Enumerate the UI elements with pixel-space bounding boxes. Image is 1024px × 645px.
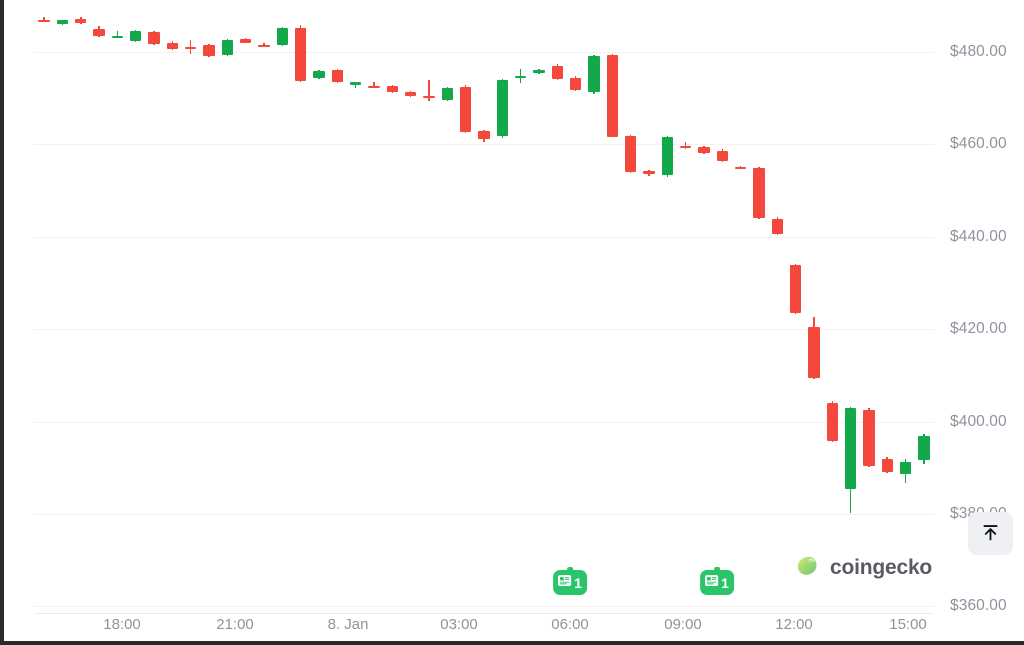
chart-plot-area[interactable] (4, 0, 1024, 645)
news-marker-pointer (713, 567, 720, 573)
gridline (34, 329, 934, 331)
news-article-icon (557, 573, 572, 593)
candle-body (350, 82, 362, 85)
x-axis-tick-label: 03:00 (440, 616, 478, 633)
x-axis-tick-label: 8. Jan (327, 616, 369, 633)
candle-body (423, 95, 435, 99)
x-axis-tick-label: 12:00 (775, 616, 813, 633)
candle-body (368, 86, 380, 89)
x-axis-tick-label: 21:00 (216, 616, 254, 633)
candle-body (698, 147, 710, 154)
candle-body (75, 18, 87, 24)
candle-body (111, 36, 124, 39)
gridline (34, 236, 934, 238)
gridline (34, 421, 934, 423)
gridline (34, 52, 934, 53)
x-axis-tick-label: 18:00 (103, 616, 141, 633)
y-axis-tick-label: $400.00 (950, 412, 1007, 430)
candle-body (478, 131, 490, 139)
candle-body (258, 44, 270, 47)
candle-body (386, 86, 399, 92)
x-axis-tick-label: 15:00 (889, 616, 927, 633)
news-article-icon (704, 573, 719, 593)
news-marker-badge[interactable]: 1 (700, 567, 734, 595)
coingecko-watermark: coingecko (794, 552, 932, 584)
y-axis-tick-label: $480.00 (950, 43, 1007, 60)
candlestick-series[interactable] (4, 0, 1024, 645)
candle-body (606, 54, 618, 137)
candle-body (185, 46, 197, 50)
candle-body (808, 326, 820, 379)
chart-gridlines (4, 0, 1024, 645)
candle-body (221, 39, 234, 56)
gridline (34, 514, 934, 515)
y-axis-tick-label: $460.00 (950, 135, 1007, 153)
candle-body (130, 30, 142, 42)
candle-body (514, 76, 527, 79)
candle-body (313, 71, 325, 78)
gridline (34, 606, 934, 608)
candle-body (38, 19, 50, 22)
candle-body (405, 92, 417, 97)
candle-body (295, 27, 307, 81)
news-marker-count: 1 (574, 574, 582, 591)
candle-body (826, 403, 838, 441)
candle-body (771, 219, 783, 235)
candle-wick (355, 81, 357, 89)
candle-body (643, 171, 655, 174)
candle-body (734, 166, 747, 169)
news-marker-pointer (566, 567, 573, 573)
candle-body (716, 150, 728, 162)
x-axis-tick-label: 09:00 (664, 616, 702, 633)
gridline (34, 144, 934, 146)
x-axis-tick-label: 06:00 (551, 616, 589, 633)
candle-body (899, 462, 912, 475)
watermark-label: coingecko (830, 556, 933, 579)
candle-wick (428, 79, 430, 101)
candle-wick (43, 16, 45, 23)
candle-body (441, 87, 454, 101)
candle-body (240, 38, 252, 43)
candle-body (166, 43, 179, 50)
x-axis-line (34, 613, 934, 615)
scroll-to-top-arrow-icon (980, 522, 1001, 546)
candle-body (551, 65, 563, 79)
candle-body (918, 436, 930, 461)
candle-body (93, 28, 105, 37)
candle-body (844, 407, 857, 490)
scroll-to-top-button[interactable] (968, 512, 1013, 555)
news-marker-badge[interactable]: 1 (553, 567, 587, 595)
candle-body (331, 69, 344, 83)
candle-body (533, 70, 545, 73)
candle-body (569, 77, 582, 90)
candle-body (496, 79, 508, 137)
candle-body (789, 265, 802, 314)
candle-wick (684, 142, 687, 149)
candle-body (588, 55, 600, 92)
candle-body (459, 87, 472, 133)
candle-wick (116, 30, 119, 39)
y-axis-tick-label: $360.00 (950, 597, 1007, 615)
candle-body (56, 20, 69, 25)
candle-body (148, 31, 160, 44)
y-axis-tick-label: $440.00 (950, 227, 1007, 245)
candle-body (753, 167, 765, 219)
candle-body (881, 459, 893, 473)
candle-body (276, 28, 289, 46)
candle-body (203, 44, 215, 56)
candle-body (624, 136, 637, 173)
candle-body (661, 137, 673, 176)
candle-wick (373, 82, 375, 89)
coingecko-gecko-logo (794, 552, 821, 584)
candle-body (863, 409, 875, 466)
candle-body (679, 146, 692, 149)
y-axis-tick-label: $420.00 (950, 320, 1007, 338)
news-marker-count: 1 (721, 574, 729, 591)
